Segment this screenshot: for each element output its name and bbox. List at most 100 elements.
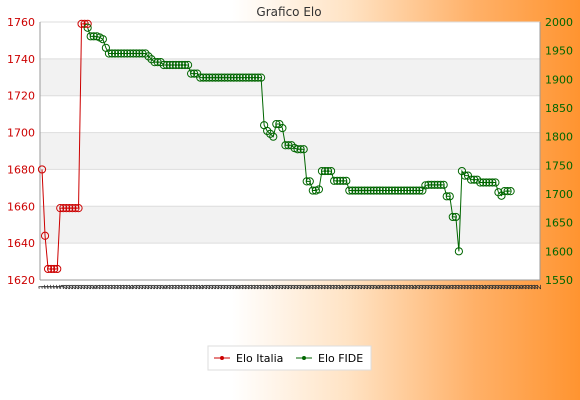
x-tick-label: 2 [397,284,407,290]
data-point [68,204,77,213]
data-point [199,73,208,82]
x-tick-label: 2 [175,284,185,290]
data-point [305,177,314,186]
x-tick-label: 2 [364,284,374,290]
x-tick-label: 2 [300,284,310,290]
x-tick-label: 2 [269,284,279,290]
data-point [345,186,354,195]
data-point [250,73,260,82]
x-tick-label: 2 [291,284,301,290]
x-tick-label: 2 [157,284,167,290]
x-tick-label: 2 [154,284,164,290]
x-tick-label: 2 [394,284,404,290]
x-tick-label: 2 [87,284,97,290]
x-tick-label: 2 [431,284,441,290]
x-tick-label: 2 [108,284,118,290]
x-tick-label: 2 [443,284,453,290]
data-point [98,35,107,44]
data-point [208,73,217,82]
x-tick-label: 2 [135,284,145,290]
data-point [196,73,205,82]
data-point [454,247,463,256]
x-tick-label: 2 [339,284,349,290]
x-tick-label: 2 [303,284,313,290]
x-tick-label: 2 [494,284,504,290]
x-tick-label: 2 [117,284,127,290]
x-tick-label: 2 [324,284,334,290]
x-tick-label: 2 [510,284,520,290]
data-point [232,73,241,82]
data-point [415,186,424,195]
x-tick-label: 2 [78,284,88,290]
data-point [183,60,193,70]
data-point [159,60,168,70]
data-point [37,165,47,174]
x-tick-label: 1 [38,284,48,290]
data-point [187,69,196,78]
x-tick-label: 2 [312,284,322,290]
data-point [387,186,397,195]
x-tick-label: 2 [272,284,282,290]
x-tick-label: 2 [123,284,133,290]
data-point [482,178,491,187]
data-point [59,204,68,213]
data-point [83,19,92,28]
data-point [244,73,254,82]
data-point [500,187,509,196]
data-point [180,60,190,70]
x-tick-label: 1 [50,284,60,290]
data-point [336,176,345,185]
x-tick-label: 2 [513,284,523,290]
legend: Elo Italia Elo FIDE [207,345,372,371]
data-point [113,49,123,58]
data-point [65,204,74,213]
x-tick-label: 2 [196,284,206,290]
data-point [476,178,485,187]
data-point [299,145,308,154]
x-tick-label: 2 [242,284,252,290]
data-point [317,166,327,176]
data-point [323,166,333,176]
data-point [211,73,220,82]
data-point [214,73,223,82]
data-point [238,73,247,82]
data-point [74,204,83,213]
data-point [451,212,460,222]
x-tick-label: 2 [218,284,228,290]
data-point [190,69,199,78]
x-tick-label: 2 [59,284,69,290]
data-point [226,73,235,82]
x-tick-label: 2 [245,284,255,290]
x-tick-label: 2 [190,284,200,290]
data-point [448,212,457,222]
data-point [293,145,302,154]
x-tick-label: 2 [230,284,240,290]
x-tick-label: 2 [251,284,261,290]
x-axis: 1111111222222222222222222222222222222222… [38,284,544,290]
y-right-tick-label: 1800 [545,131,573,144]
x-tick-label: 2 [257,284,267,290]
x-tick-label: 2 [501,284,511,290]
x-tick-label: 2 [516,284,526,290]
x-tick-label: 2 [464,284,474,290]
data-point [308,186,317,195]
data-point [393,186,403,195]
x-tick-label: 2 [437,284,447,290]
data-point [479,178,488,187]
data-point [141,49,150,58]
y-left-tick-label: 1620 [7,274,35,287]
x-tick-label: 2 [65,284,75,290]
data-point [117,49,126,58]
data-point [348,186,357,195]
data-point [43,264,53,274]
x-tick-label: 1 [41,284,51,290]
x-tick-label: 2 [458,284,468,290]
plot-band [40,206,540,244]
y-right-tick-label: 1900 [545,73,573,86]
x-tick-label: 2 [181,284,191,290]
data-point [339,176,348,185]
data-point [253,73,263,82]
data-point [445,192,454,201]
x-tick-label: 2 [120,284,130,290]
plot-band [40,132,540,170]
